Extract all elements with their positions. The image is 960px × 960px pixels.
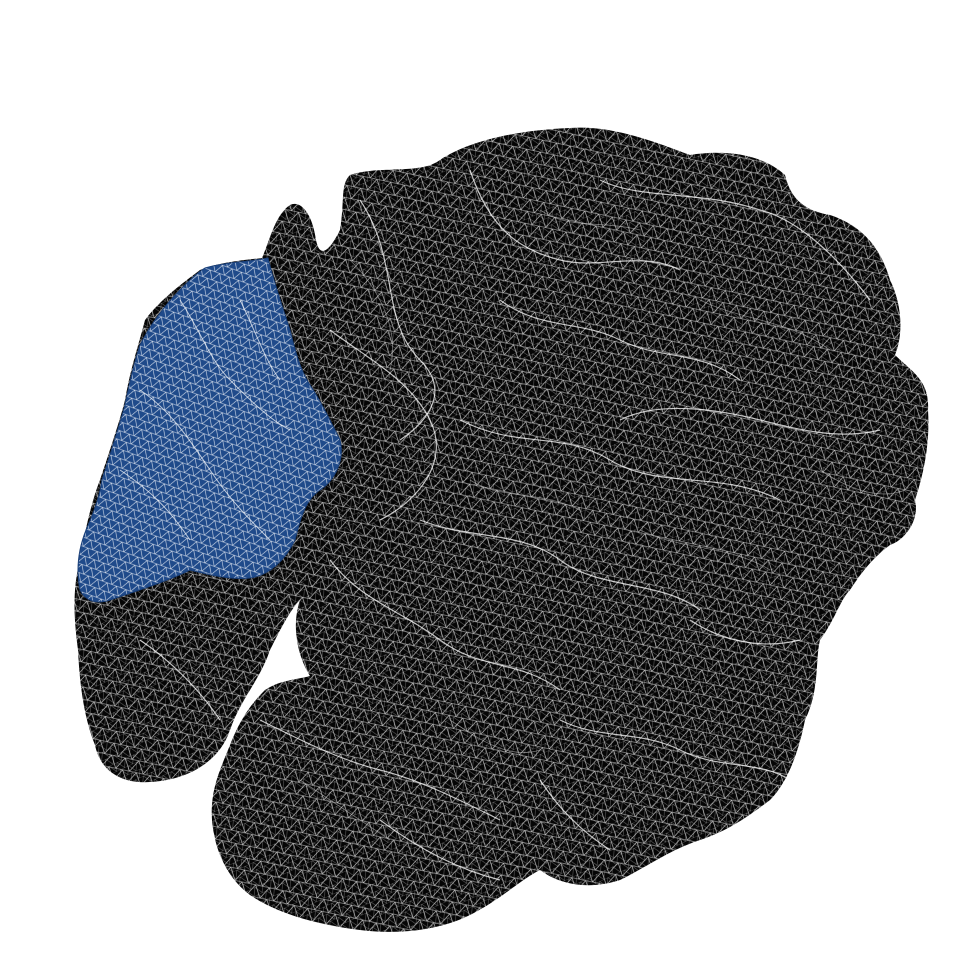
highlighted-region [77, 257, 342, 603]
sulci-lines [139, 169, 881, 881]
